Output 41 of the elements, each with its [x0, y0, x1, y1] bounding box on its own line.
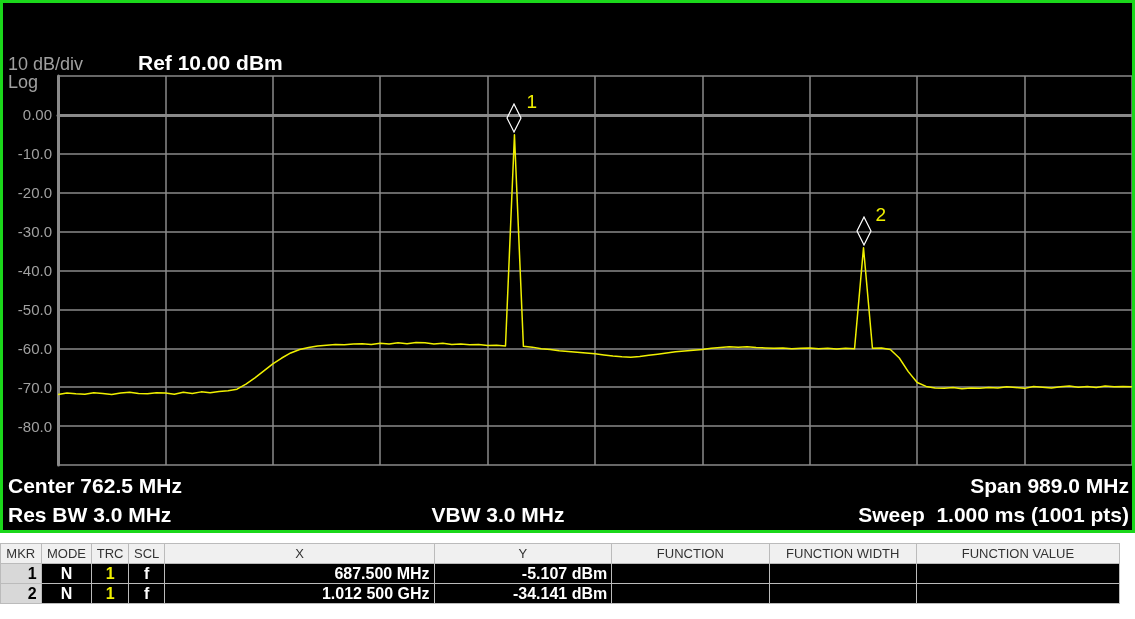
text: FUNCTION — [611, 543, 770, 564]
text: TRC — [91, 543, 129, 564]
y-tick-label: -20.0 — [17, 184, 52, 202]
line-series — [57, 134, 1132, 396]
text: Center 762.5 MHz — [8, 474, 182, 497]
text: MKR — [0, 543, 42, 564]
text: X — [164, 543, 435, 564]
y-tick-label: -50.0 — [17, 300, 52, 318]
text: Res BW 3.0 MHz — [8, 503, 172, 526]
text: -5.107 dBm — [434, 563, 612, 584]
y-tick-label: -30.0 — [17, 223, 52, 241]
text: 2 — [0, 583, 42, 604]
text: 1.012 500 GHz — [164, 583, 435, 604]
text: N — [41, 563, 92, 584]
text: f — [128, 563, 165, 584]
text: FUNCTION VALUE — [916, 543, 1120, 564]
y-tick-label: -60.0 — [17, 339, 52, 357]
text: SCL — [128, 543, 165, 564]
text: 10 dB/div — [8, 54, 84, 74]
annotation: 2 — [875, 203, 887, 225]
y-tick-label: -70.0 — [17, 378, 52, 396]
text: 1 — [0, 563, 42, 584]
text: MODE — [41, 543, 92, 564]
text: Sweep 1.000 ms (1001 pts) — [858, 503, 1129, 526]
text: f — [128, 583, 165, 604]
text: -34.141 dBm — [434, 583, 612, 604]
y-tick-label: 0.00 — [22, 106, 52, 124]
text: N — [41, 583, 92, 604]
y-tick-label: -10.0 — [17, 145, 52, 163]
text: VBW 3.0 MHz — [431, 503, 565, 526]
text: Y — [434, 543, 612, 564]
y-tick-label: -40.0 — [17, 262, 52, 279]
text: 1 — [91, 583, 129, 604]
text: Log — [8, 72, 39, 92]
chart-title: Ref 10.00 dBm — [138, 51, 283, 74]
text: 687.500 MHz — [164, 563, 435, 584]
annotation: 1 — [526, 90, 538, 112]
text: Span 989.0 MHz — [970, 474, 1129, 497]
y-tick-label: -80.0 — [17, 417, 52, 435]
text: 1 — [91, 563, 129, 584]
text: FUNCTION WIDTH — [769, 543, 917, 564]
